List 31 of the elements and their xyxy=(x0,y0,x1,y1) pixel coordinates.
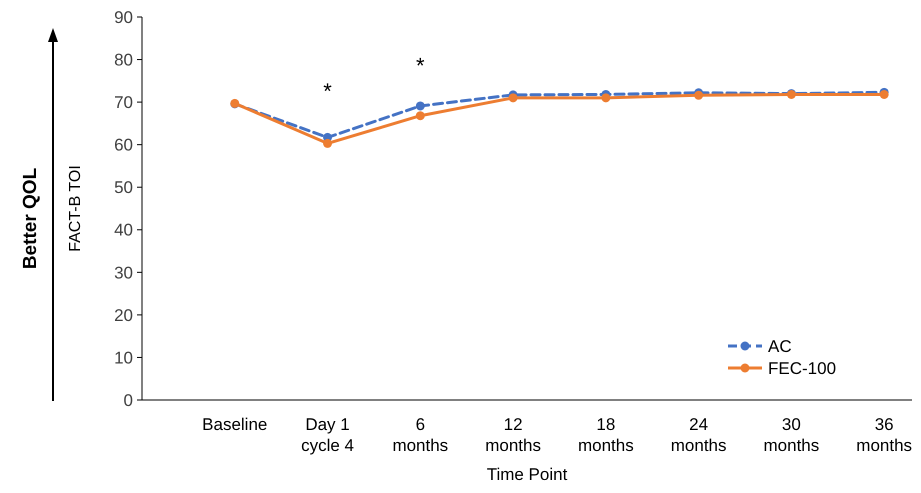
y-tick-label: 60 xyxy=(114,136,133,155)
text: Better QOL xyxy=(20,167,41,270)
point xyxy=(323,138,332,148)
y-tick-label: 10 xyxy=(114,348,133,368)
y-axis-title: FACT-B TOI xyxy=(67,165,84,252)
y-tick-label: 70 xyxy=(114,93,133,112)
point xyxy=(601,93,610,102)
point xyxy=(694,90,704,100)
x-tick-label: Baseline xyxy=(202,415,268,434)
y-tick-label: 90 xyxy=(114,8,133,27)
x-axis-title: Time Point xyxy=(486,465,568,484)
y-tick-label: 0 xyxy=(124,390,133,410)
point xyxy=(416,111,425,120)
x-tick-label: 24 months xyxy=(670,415,726,455)
legend-label: FEC-100 xyxy=(768,358,836,378)
y-tick-label: 80 xyxy=(114,50,133,70)
x-tick-label: 18 months xyxy=(578,415,634,455)
x-tick-label: 36 months xyxy=(856,415,912,455)
y-tick-label: 20 xyxy=(114,306,133,325)
annotation: * xyxy=(323,78,332,104)
y-tick-label: 40 xyxy=(114,220,133,240)
legend-label: AC xyxy=(768,336,792,356)
point xyxy=(416,101,425,110)
x-tick-label: Day 1 cycle 4 xyxy=(301,415,354,455)
x-tick-label: 30 months xyxy=(764,415,820,455)
y-tick-label: 50 xyxy=(114,178,133,198)
x-tick-label: 6 months xyxy=(392,415,448,455)
x-tick-label: 12 months xyxy=(485,415,541,455)
annotation: * xyxy=(416,52,426,78)
y-tick-label: 30 xyxy=(114,263,133,282)
point xyxy=(508,93,518,102)
